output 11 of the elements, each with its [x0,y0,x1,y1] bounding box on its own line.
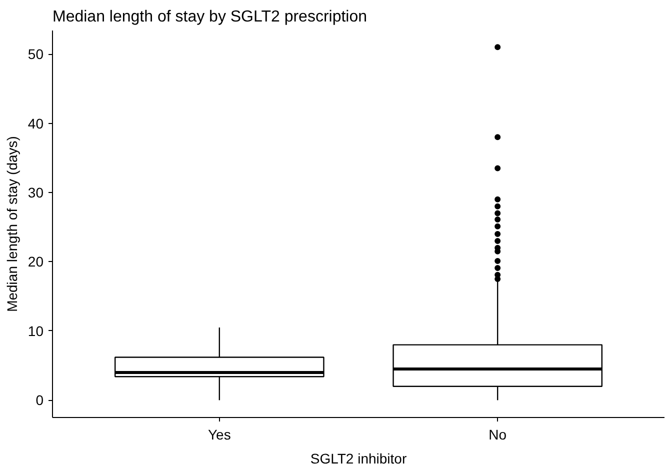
x-tick-label: Yes [208,426,231,442]
x-tick-label: No [488,426,507,442]
y-tick-label: 20 [28,254,44,270]
y-axis-title: Median length of stay (days) [4,136,20,312]
chart-title: Median length of stay by SGLT2 prescription [52,8,368,26]
y-tick-label: 40 [28,115,44,132]
y-tick-label: 50 [28,46,44,62]
y-tick-label: 30 [28,184,44,200]
y-tick-label: 0 [36,392,44,408]
x-axis-title: SGLT2 inhibitor [310,450,407,466]
y-tick-label: 10 [28,322,44,339]
